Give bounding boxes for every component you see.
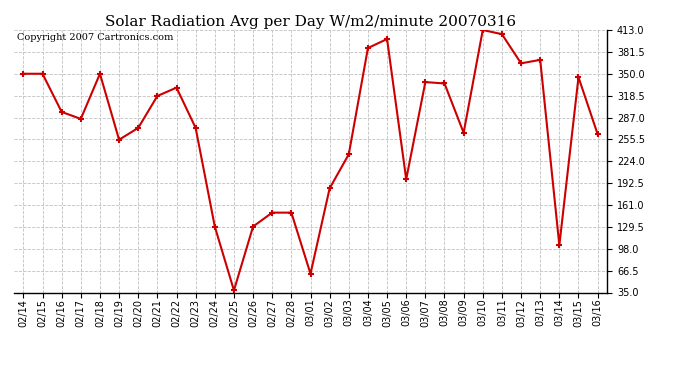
Text: Copyright 2007 Cartronics.com: Copyright 2007 Cartronics.com bbox=[17, 33, 173, 42]
Title: Solar Radiation Avg per Day W/m2/minute 20070316: Solar Radiation Avg per Day W/m2/minute … bbox=[105, 15, 516, 29]
